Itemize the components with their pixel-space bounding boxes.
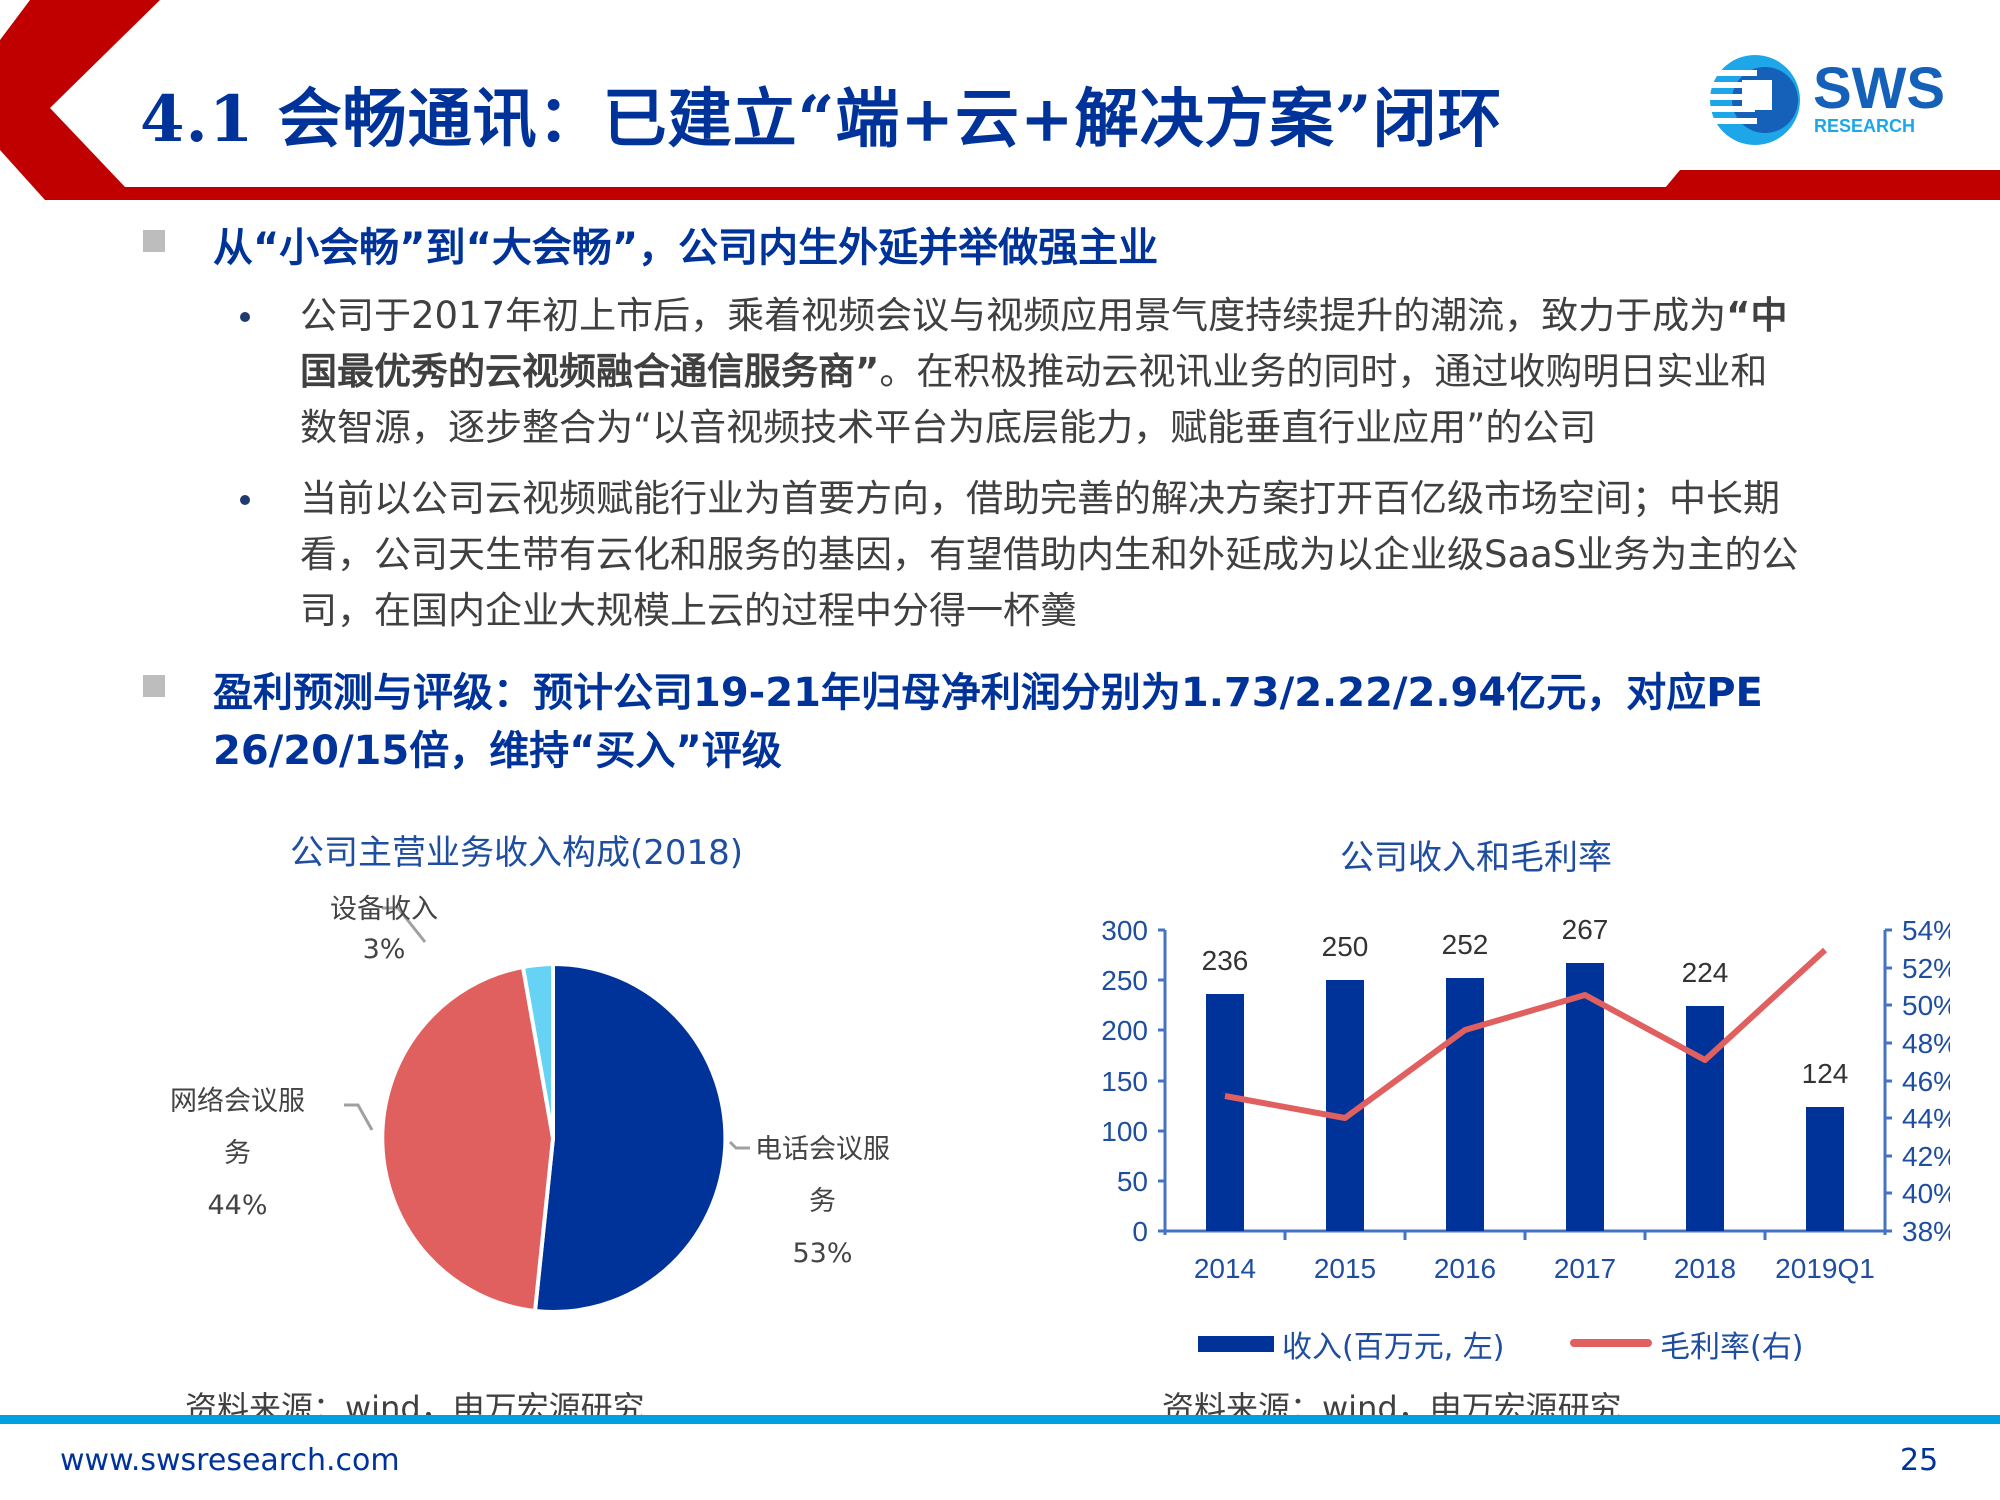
svg-text:SWS: SWS bbox=[1813, 56, 1945, 121]
pie-slice-phone bbox=[532, 961, 728, 1314]
section-bullet-icon bbox=[143, 675, 165, 697]
svg-text:2015: 2015 bbox=[1314, 1253, 1376, 1284]
svg-text:2018: 2018 bbox=[1674, 1253, 1736, 1284]
bar-2018 bbox=[1686, 1006, 1724, 1231]
svg-text:RESEARCH: RESEARCH bbox=[1814, 116, 1915, 136]
bar-2019q1 bbox=[1806, 1107, 1844, 1231]
pie-slice-web bbox=[380, 964, 556, 1314]
svg-text:124: 124 bbox=[1802, 1058, 1849, 1089]
svg-text:44%: 44% bbox=[1902, 1103, 1950, 1134]
section-heading-2b: 26/20/15倍，维持“买入”评级 bbox=[213, 728, 782, 774]
bar-line-chart: 300 250 200 150 100 50 0 54% 52% 50% 48%… bbox=[1101, 914, 1950, 1284]
logo-globe-icon: SWS RESEARCH bbox=[1710, 55, 1945, 145]
pie-slice-device bbox=[520, 961, 555, 1139]
svg-text:150: 150 bbox=[1101, 1066, 1148, 1097]
pie-label-web: 网络会议服 务 44% bbox=[170, 1086, 305, 1221]
pie-chart bbox=[344, 906, 750, 1314]
svg-text:2016: 2016 bbox=[1434, 1253, 1496, 1284]
legend-margin-swatch bbox=[1570, 1339, 1652, 1347]
page-title: 4.1 会畅通讯：已建立“端+云+解决方案”闭环 bbox=[140, 82, 1503, 157]
bullet-dot-icon bbox=[240, 312, 250, 322]
footer-url-link[interactable]: www.swsresearch.com bbox=[60, 1443, 400, 1478]
footer-divider bbox=[0, 1415, 2000, 1424]
svg-text:54%: 54% bbox=[1902, 915, 1950, 946]
legend-margin-label: 毛利率(右) bbox=[1660, 1330, 1804, 1365]
svg-text:224: 224 bbox=[1682, 957, 1729, 988]
svg-text:46%: 46% bbox=[1902, 1066, 1950, 1097]
bar-2014 bbox=[1206, 994, 1244, 1231]
svg-text:42%: 42% bbox=[1902, 1141, 1950, 1172]
pie-label-device: 设备收入 3% bbox=[330, 894, 438, 965]
section-bullet-icon bbox=[143, 230, 165, 252]
svg-text:0: 0 bbox=[1132, 1216, 1148, 1247]
section-heading-1: 从“小会畅”到“大会畅”，公司内生外延并举做强主业 bbox=[213, 225, 1159, 271]
svg-text:48%: 48% bbox=[1902, 1028, 1950, 1059]
svg-text:250: 250 bbox=[1322, 931, 1369, 962]
section-heading-2a: 盈利预测与评级：预计公司19-21年归母净利润分别为1.73/2.22/2.94… bbox=[213, 670, 1763, 716]
svg-text:2017: 2017 bbox=[1554, 1253, 1616, 1284]
svg-text:200: 200 bbox=[1101, 1015, 1148, 1046]
bullet-dot-icon bbox=[240, 495, 250, 505]
svg-text:50: 50 bbox=[1117, 1166, 1148, 1197]
bullet-paragraph-1: 公司于2017年初上市后，乘着视频会议与视频应用景气度持续提升的潮流，致力于成为… bbox=[300, 294, 1788, 449]
svg-text:40%: 40% bbox=[1902, 1178, 1950, 1209]
bar-chart-title: 公司收入和毛利率 bbox=[1340, 838, 1612, 878]
bar-2017 bbox=[1566, 963, 1604, 1231]
bullet-paragraph-2: 当前以公司云视频赋能行业为首要方向，借助完善的解决方案打开百亿级市场空间；中长期… bbox=[300, 477, 1799, 632]
header-band bbox=[0, 0, 2000, 200]
legend-revenue-label: 收入(百万元, 左) bbox=[1282, 1330, 1505, 1365]
svg-text:100: 100 bbox=[1101, 1116, 1148, 1147]
svg-text:2014: 2014 bbox=[1194, 1253, 1256, 1284]
svg-text:252: 252 bbox=[1442, 929, 1489, 960]
svg-text:2019Q1: 2019Q1 bbox=[1775, 1253, 1875, 1284]
svg-text:236: 236 bbox=[1202, 945, 1249, 976]
svg-text:50%: 50% bbox=[1902, 990, 1950, 1021]
bar-2016 bbox=[1446, 978, 1484, 1231]
sws-logo: SWS RESEARCH bbox=[1710, 50, 1960, 150]
svg-text:38%: 38% bbox=[1902, 1216, 1950, 1247]
svg-text:300: 300 bbox=[1101, 915, 1148, 946]
legend-revenue-swatch bbox=[1198, 1336, 1274, 1352]
svg-text:250: 250 bbox=[1101, 965, 1148, 996]
svg-text:52%: 52% bbox=[1902, 953, 1950, 984]
pie-chart-title: 公司主营业务收入构成(2018) bbox=[290, 833, 744, 873]
margin-line bbox=[1224, 947, 1828, 1121]
pie-label-phone: 电话会议服 务 53% bbox=[755, 1134, 890, 1269]
svg-text:267: 267 bbox=[1562, 914, 1609, 945]
page-number: 25 bbox=[1900, 1443, 1939, 1478]
